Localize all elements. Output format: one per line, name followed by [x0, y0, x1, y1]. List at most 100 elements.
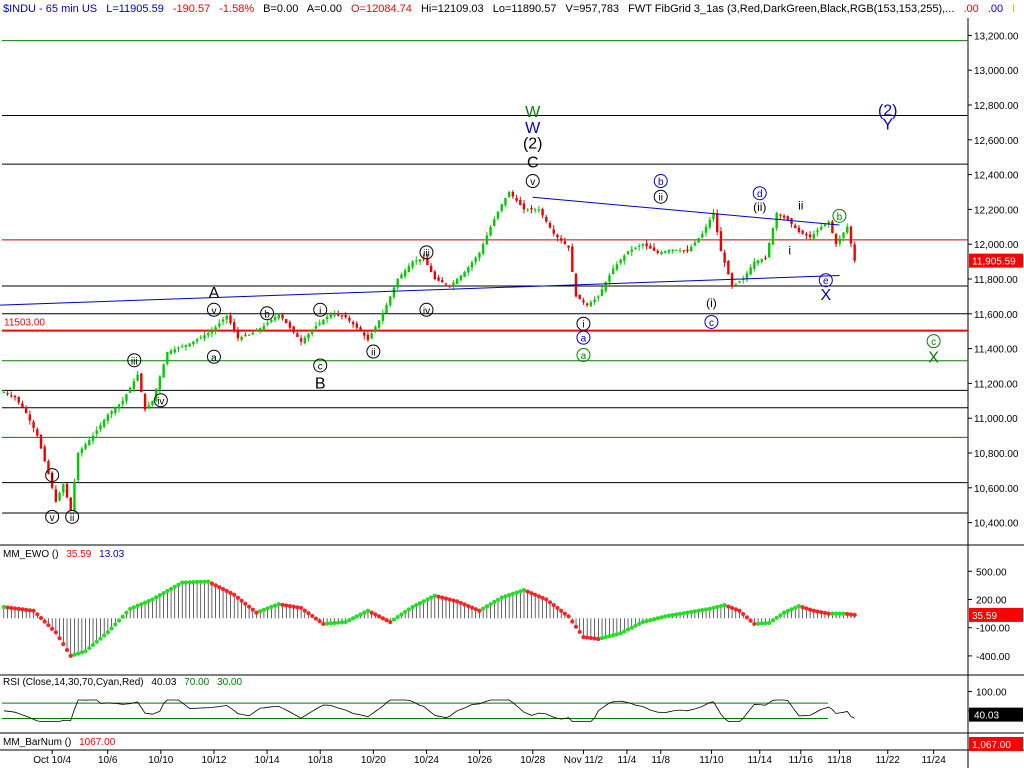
ewo-dot: [800, 605, 805, 610]
ewo-dot: [332, 620, 337, 626]
ewo-dot: [726, 604, 731, 609]
candle-body: [459, 275, 463, 281]
candle-body: [600, 289, 604, 296]
candle-body: [429, 265, 433, 273]
ewo-dot: [142, 600, 148, 605]
candle-body: [180, 346, 184, 348]
ewo-dot: [536, 594, 541, 599]
candle-body: [24, 407, 28, 413]
wave-label-circle: [127, 353, 142, 368]
ewo-dot: [120, 614, 125, 619]
ewo-dot: [365, 608, 371, 613]
ewo-dot: [124, 610, 129, 615]
wave-label: v: [50, 513, 55, 524]
candle-body: [455, 279, 459, 284]
candle-body: [697, 238, 700, 243]
time-axis: Oct 10/4 10/6 10/10 10/12 10/14 10/18 10/20 10/…: [33, 750, 946, 766]
wave-label: (2): [523, 136, 543, 153]
ewo-dot: [116, 618, 122, 623]
candle-body: [849, 226, 853, 244]
candle-body: [470, 262, 474, 268]
ewo-dot: [834, 611, 839, 616]
candle-body: [84, 444, 87, 449]
candle-body: [132, 381, 136, 389]
ewo-dot: [83, 649, 88, 654]
candle-body: [712, 212, 715, 219]
candle-body: [266, 322, 269, 325]
ewo-dot: [796, 603, 802, 609]
ewo-dot: [707, 606, 712, 611]
ewo-tick-label: -400.00: [976, 652, 1010, 663]
time-tick-label: 11/24: [921, 755, 946, 766]
ewo-dot: [362, 610, 367, 615]
wave-label: X: [820, 287, 831, 304]
candle-body: [507, 192, 511, 198]
candle-body: [786, 216, 790, 220]
candle-body: [21, 403, 24, 408]
candle-body: [727, 261, 730, 275]
candle-body: [381, 313, 385, 321]
candle-body: [351, 322, 355, 325]
candle-body: [493, 219, 496, 226]
candle-body: [348, 317, 351, 321]
ewo-value-tag: [969, 607, 1023, 622]
ewo-dot: [425, 597, 430, 602]
price-tick-label: 12,000.00: [974, 240, 1019, 251]
ewo-dot: [165, 588, 170, 594]
candle-body: [158, 376, 162, 390]
ewo-dot: [755, 621, 761, 626]
ewo-dot: [64, 647, 70, 653]
candle-body: [652, 247, 656, 251]
candle-body: [522, 203, 526, 210]
wave-label-circle: [576, 330, 591, 345]
candle-body: [88, 439, 91, 446]
candle-body: [675, 249, 678, 251]
candle-body: [530, 207, 533, 210]
candle-body: [437, 277, 440, 281]
study-label[interactable]: FWT FibGrid 3_1as (3,Red,DarkGreen,Black…: [628, 3, 955, 15]
ewo-dot: [510, 591, 515, 596]
candle-body: [117, 404, 121, 408]
price-tick-label: 12,200.00: [974, 205, 1019, 216]
ewo-dot: [815, 609, 820, 614]
ewo-dot: [432, 593, 437, 598]
candle-body: [251, 332, 254, 335]
ewo-dot: [265, 606, 270, 611]
candle-body: [556, 234, 559, 238]
ewo-dot: [666, 613, 672, 618]
ewo-dot: [507, 592, 512, 598]
candle-body: [47, 460, 50, 474]
ewo-dot: [830, 611, 835, 616]
time-tick-label: 11/22: [876, 755, 901, 766]
ewo-dot: [16, 606, 21, 611]
ewo-dot: [235, 595, 241, 600]
candle-body: [359, 327, 362, 332]
rsi-lower-level: 30.00: [217, 677, 243, 688]
ewo-dot: [198, 579, 203, 584]
ewo-dot: [573, 624, 579, 629]
candle-body: [548, 223, 552, 228]
candle-body: [663, 251, 667, 253]
ewo-dot: [484, 604, 489, 609]
candle-body: [218, 323, 221, 327]
candle-body: [515, 198, 518, 201]
price-tick-label: 12,600.00: [974, 136, 1019, 147]
symbol-label[interactable]: $INDU - 65 min US: [3, 3, 98, 15]
price-tick-label: 11,600.00: [974, 310, 1018, 321]
candle-body: [433, 271, 437, 279]
candle-body: [593, 299, 596, 302]
candle-body: [247, 334, 251, 336]
wave-label: b: [658, 177, 664, 188]
ewo-dot: [793, 605, 798, 610]
wave-label: Y: [882, 116, 893, 133]
ewo-dot: [76, 651, 81, 656]
candle-body: [686, 249, 689, 252]
candle-body: [154, 388, 158, 401]
candle-body: [62, 484, 65, 493]
candle-body: [10, 395, 13, 397]
time-tick-label: 10/12: [201, 755, 226, 766]
ewo-dot: [250, 607, 255, 612]
candle-body: [273, 316, 277, 321]
candle-body: [634, 247, 637, 249]
